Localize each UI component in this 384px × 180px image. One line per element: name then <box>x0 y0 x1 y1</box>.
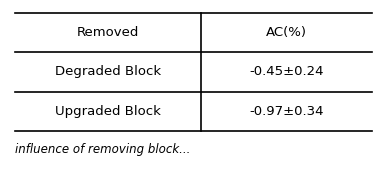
Text: -0.97±0.34: -0.97±0.34 <box>250 105 324 118</box>
Text: Removed: Removed <box>77 26 139 39</box>
Text: -0.45±0.24: -0.45±0.24 <box>250 66 324 78</box>
Text: AC(%): AC(%) <box>266 26 307 39</box>
Text: Upgraded Block: Upgraded Block <box>55 105 161 118</box>
Text: Degraded Block: Degraded Block <box>55 66 161 78</box>
Text: influence of removing block...: influence of removing block... <box>15 143 191 156</box>
